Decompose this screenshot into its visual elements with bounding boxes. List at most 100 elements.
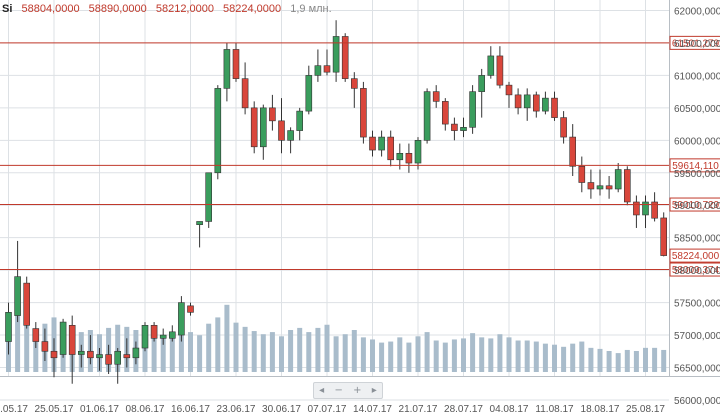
candle-up	[59, 318, 67, 358]
candle-up	[14, 240, 21, 323]
candle-down	[405, 143, 413, 173]
candle-body	[587, 182, 595, 190]
open-value: 58804,0000	[21, 3, 80, 15]
volume-bar	[497, 334, 503, 372]
last-price-box	[669, 248, 720, 263]
candle-down	[241, 62, 249, 115]
scroll-right-button[interactable]: ▸	[371, 385, 377, 396]
volume-bar	[424, 332, 430, 372]
volume-bar	[470, 333, 476, 372]
volume-bar	[178, 323, 184, 372]
candle-up	[305, 65, 313, 115]
candle-down	[32, 322, 40, 349]
volume-bar	[260, 334, 266, 372]
volume-bar	[215, 317, 221, 372]
candle-body	[196, 221, 203, 226]
volume-bar	[533, 341, 539, 372]
candle-body	[414, 140, 422, 164]
level-label-box	[669, 35, 720, 50]
volume-bar	[33, 330, 39, 372]
x-tick-label: 16.06.17	[171, 404, 210, 415]
candle-down	[651, 192, 658, 222]
ohlc-legend: Si 58804,0000 58890,0000 58212,0000 5822…	[2, 3, 332, 15]
candle-body	[41, 341, 49, 352]
candle-body	[633, 201, 640, 216]
volume-bar	[197, 335, 203, 372]
candle-up	[423, 88, 431, 144]
candle-body	[578, 165, 586, 183]
candle-down	[569, 124, 577, 177]
level-label-box	[669, 262, 720, 277]
level-label: 58009,374	[672, 265, 720, 276]
volume-bar	[515, 340, 521, 372]
zoom-out-button[interactable]: −	[334, 385, 343, 396]
candle-down	[50, 338, 58, 378]
candle-up	[460, 117, 467, 138]
y-tick-label: 57500,0000	[674, 299, 720, 310]
volume-bar	[570, 343, 576, 372]
candle-down	[87, 335, 94, 365]
volume-bar	[306, 332, 312, 372]
candle-down	[605, 176, 613, 199]
candle-down	[560, 111, 567, 144]
volume-bar	[652, 347, 658, 372]
high-value: 58890,0000	[88, 3, 147, 15]
candle-body	[605, 185, 613, 190]
scroll-left-button[interactable]: ◂	[319, 385, 325, 396]
volume-bar	[169, 335, 175, 372]
volume-bar	[360, 337, 366, 372]
candle-body	[532, 94, 540, 112]
candle-up	[5, 302, 12, 355]
x-tick-label: 18.05.17	[0, 404, 28, 415]
y-tick-label: 58000,0000	[674, 266, 720, 277]
zoom-in-button[interactable]: +	[353, 385, 362, 396]
y-tick-label: 61000,0000	[674, 71, 720, 82]
x-axis: 18.05.17 25.05.17 01.06.17 08.06.17 16.06.17…	[0, 404, 665, 415]
volume-bar	[552, 344, 557, 372]
candle-down	[232, 42, 240, 82]
candle-body	[360, 88, 367, 138]
candle-body	[551, 97, 558, 118]
candle-body	[105, 354, 112, 365]
candle-down	[623, 166, 631, 206]
candle-body	[350, 78, 358, 89]
volume-bar	[379, 342, 385, 372]
candle-up	[178, 296, 185, 342]
volume-value: 1,9 млн.	[290, 3, 332, 15]
candle-up	[96, 348, 103, 371]
volume-bar	[506, 337, 512, 372]
volume-bar	[233, 322, 239, 372]
volume-bar	[370, 339, 375, 372]
candle-down	[123, 338, 131, 368]
candle-body	[296, 110, 304, 131]
volume-bar	[288, 330, 294, 372]
volume-bar	[624, 349, 630, 372]
x-tick-label: 07.07.17	[308, 404, 347, 415]
volume-bar	[561, 346, 567, 372]
y-tick-label: 57000,0000	[674, 331, 720, 342]
x-tick-label: 25.05.17	[35, 404, 74, 415]
candle-down	[514, 88, 522, 115]
candle-up	[414, 137, 422, 170]
volume-bar	[279, 336, 284, 372]
volume-bar	[488, 338, 494, 372]
close-value: 58224,0000	[223, 3, 282, 15]
y-tick-label: 59500,0000	[674, 169, 720, 180]
candle-body	[78, 350, 85, 355]
candle-body	[496, 55, 504, 86]
candle-up	[114, 348, 121, 384]
candle-body	[59, 321, 67, 355]
volume-bar	[615, 353, 621, 372]
candle-down	[105, 344, 112, 374]
candle-body	[314, 65, 322, 76]
candle-body	[68, 325, 76, 355]
volume-bar	[397, 337, 403, 372]
volume-bar	[643, 347, 648, 372]
x-tick-label: 14.07.17	[353, 404, 392, 415]
volume-bar	[151, 331, 157, 372]
volume-bar	[633, 351, 639, 372]
x-tick-label: 25.08.17	[626, 404, 665, 415]
volume-bar	[297, 327, 303, 372]
volume-bar	[15, 306, 21, 372]
